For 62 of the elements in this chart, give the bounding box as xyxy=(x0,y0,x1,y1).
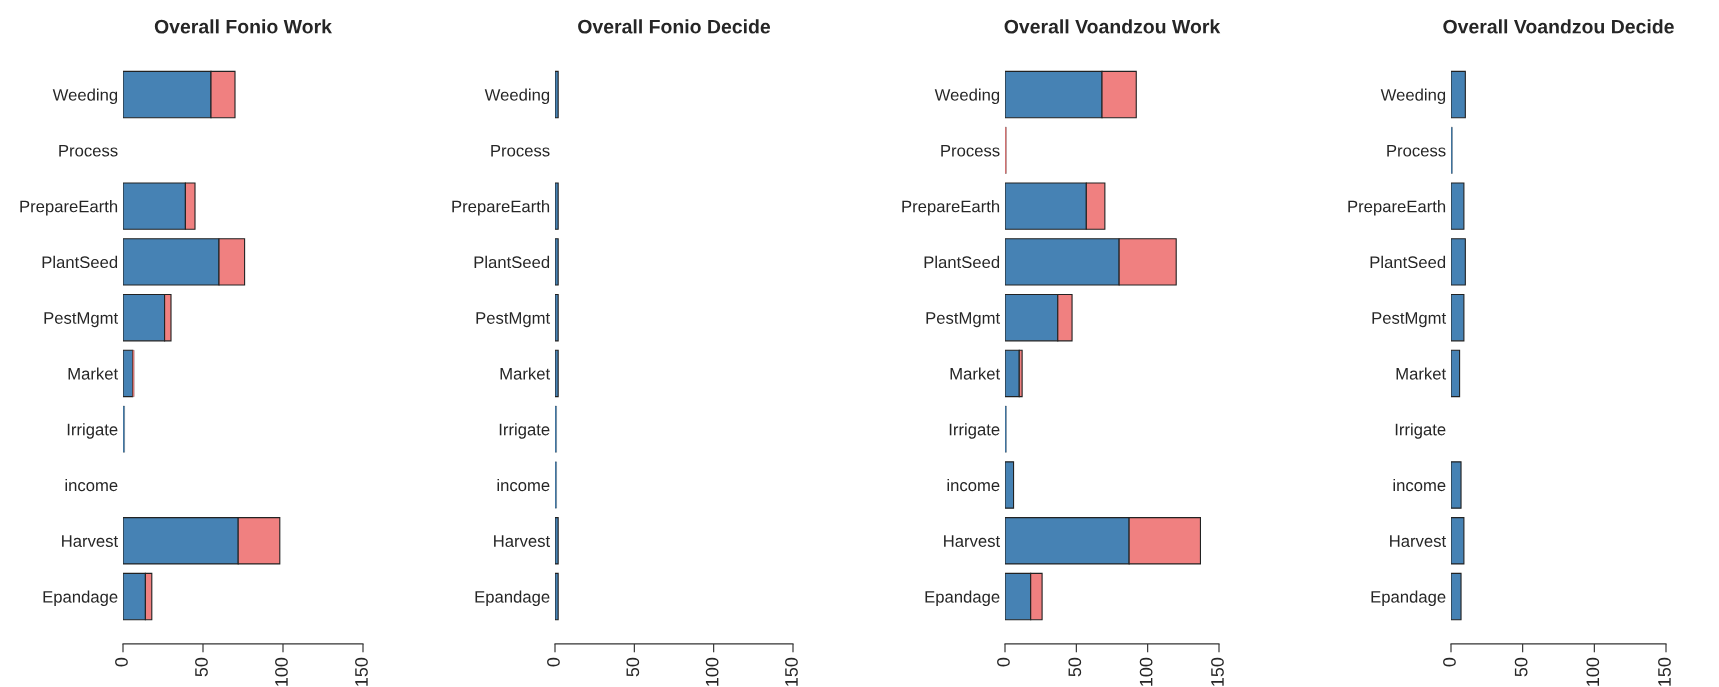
y-tick-label: income xyxy=(1393,478,1446,492)
y-tick-label: Irrigate xyxy=(949,423,1000,439)
y-tick-label: Market xyxy=(950,367,1001,380)
x-tick-label: 100 xyxy=(1586,657,1600,686)
y-tick-label: PrepareEarth xyxy=(20,200,118,216)
y-tick-label: Weeding xyxy=(1380,88,1446,105)
x-tick-label: 150 xyxy=(1211,657,1224,686)
y-tick-label: income xyxy=(947,478,1000,492)
x-tick-label: 50 xyxy=(626,657,640,677)
x-tick-label: 0 xyxy=(1443,657,1456,667)
x-tick-label: 100 xyxy=(1139,657,1153,686)
x-tick-label: 50 xyxy=(195,657,208,677)
y-tick-label: Process xyxy=(941,144,1000,157)
y-tick-label: Harvest xyxy=(494,535,551,547)
x-tick-label: 0 xyxy=(115,657,128,667)
y-tick-label: Market xyxy=(500,367,551,380)
y-tick-label: Irrigate xyxy=(67,423,118,439)
chart-title: Overall Fonio Work xyxy=(154,19,332,34)
y-tick-label: PrepareEarth xyxy=(1348,200,1446,216)
y-tick-label: income xyxy=(497,478,550,492)
y-tick-label: Market xyxy=(68,367,119,380)
y-tick-label: Process xyxy=(491,144,550,157)
y-tick-label: Process xyxy=(1387,144,1446,157)
y-tick-label: PestMgmt xyxy=(476,312,551,328)
x-tick-label: 100 xyxy=(705,657,719,686)
y-tick-label: Epandage xyxy=(1371,590,1446,607)
y-tick-label: PrepareEarth xyxy=(452,200,550,216)
y-tick-label: PestMgmt xyxy=(1372,312,1447,328)
chart-title: Overall Voandzou Work xyxy=(1004,19,1221,34)
y-tick-label: PestMgmt xyxy=(926,312,1001,328)
x-tick-label: 150 xyxy=(785,657,798,686)
y-tick-label: Weeding xyxy=(52,88,118,105)
y-tick-label: PlantSeed xyxy=(42,255,118,269)
bar xyxy=(1005,461,1015,509)
y-tick-label: PrepareEarth xyxy=(902,200,1000,216)
x-tick-label: 0 xyxy=(997,657,1010,667)
y-tick-label: Harvest xyxy=(1390,535,1447,547)
x-tick-label: 100 xyxy=(275,657,288,686)
y-tick-label: Market xyxy=(1396,367,1447,380)
chart-title: Overall Fonio Decide xyxy=(578,19,771,34)
x-tick-label: 50 xyxy=(1068,657,1082,677)
y-tick-label: Weeding xyxy=(484,88,550,105)
y-tick-label: Irrigate xyxy=(499,423,550,439)
y-tick-label: Epandage xyxy=(43,590,118,607)
y-tick-label: PlantSeed xyxy=(1370,255,1446,269)
y-tick-label: Epandage xyxy=(925,590,1000,607)
x-tick-label: 50 xyxy=(1514,657,1528,677)
y-tick-label: Process xyxy=(59,144,118,157)
y-tick-label: PlantSeed xyxy=(924,255,1000,269)
x-tick-label: 150 xyxy=(1658,657,1671,686)
y-tick-label: Weeding xyxy=(934,88,1000,105)
x-tick-label: 150 xyxy=(355,657,368,686)
chart-title: Overall Voandzou Decide xyxy=(1443,19,1674,34)
x-tick-label: 0 xyxy=(547,657,560,667)
y-tick-label: Irrigate xyxy=(1395,423,1446,439)
y-tick-label: PestMgmt xyxy=(44,312,119,328)
y-tick-label: Epandage xyxy=(475,590,550,607)
y-tick-label: Harvest xyxy=(62,535,119,547)
y-tick-label: income xyxy=(65,478,118,492)
bar xyxy=(1005,349,1020,398)
y-tick-label: Harvest xyxy=(944,535,1001,547)
y-tick-label: PlantSeed xyxy=(474,255,550,269)
